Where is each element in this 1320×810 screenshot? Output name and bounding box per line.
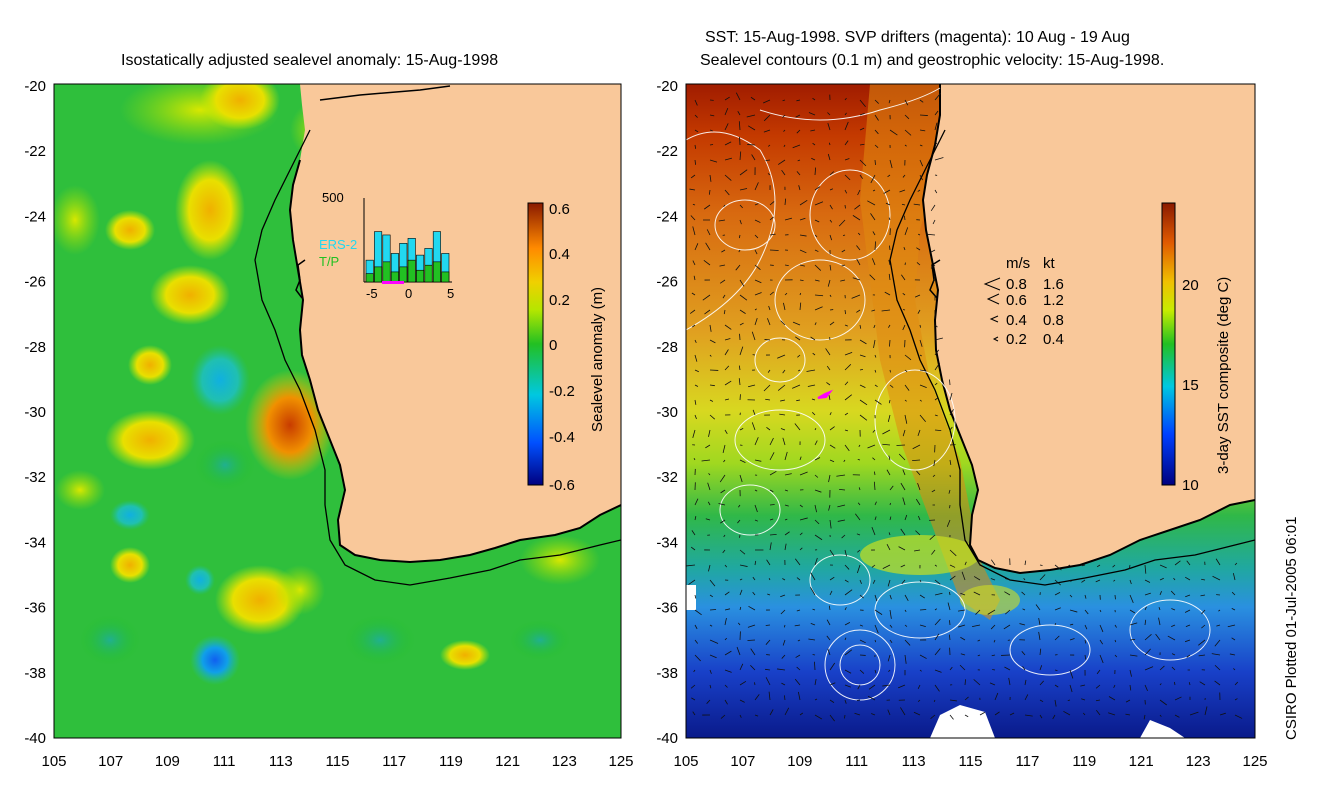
sla-colorbar: 0.6 0.4 0.2 0 -0.2 -0.4 -0.6 Sealevel an… <box>527 201 606 494</box>
sst-colorbar: 20 15 10 3-day SST composite (deg C) <box>1161 202 1232 494</box>
right-map-lon-tick: 119 <box>1072 753 1096 770</box>
left-map-lon-tick: 125 <box>608 753 633 770</box>
velocity-legend: m/s kt 0.8 1.6 0.6 1.2 0.4 0.8 0.2 0.4 <box>983 255 1064 348</box>
legend-kt-0.8: 0.8 <box>1043 312 1064 329</box>
right-map-lat-tick: -30 <box>656 404 678 421</box>
right-map-title-line2: Sealevel contours (0.1 m) and geostrophi… <box>700 52 1165 69</box>
inset-bar-tp <box>432 261 441 283</box>
right-map-lon-tick: 111 <box>845 753 868 770</box>
sst-tick-10: 10 <box>1182 477 1199 494</box>
left-map-lon-tick: 119 <box>439 753 463 770</box>
right-map-lat-tick: -40 <box>656 730 678 747</box>
legend-arrow-0.8-icon <box>983 277 1001 291</box>
right-map-lon-tick: 105 <box>673 753 698 770</box>
left-map-lon-tick: 117 <box>382 753 406 770</box>
right-map-lon-tick: 109 <box>787 753 812 770</box>
sst-tick-15: 15 <box>1182 377 1199 394</box>
right-map-lon-tick: 123 <box>1186 753 1211 770</box>
sla-tick-neg0.2: -0.2 <box>549 383 575 400</box>
right-map-lat-tick: -22 <box>656 143 678 160</box>
inset-legend-ers: ERS-2 <box>319 237 357 252</box>
inset-ymax-label: 500 <box>322 190 344 205</box>
left-map-title: Isostatically adjusted sealevel anomaly:… <box>121 52 499 69</box>
right-map-lat-tick: -32 <box>656 469 678 486</box>
left-map-lon-tick: 115 <box>326 753 350 770</box>
left-map-lon-tick: 123 <box>552 753 577 770</box>
left-map-lon-tick: 111 <box>213 753 236 770</box>
legend-kt-1.6: 1.6 <box>1043 276 1064 293</box>
left-map-lat-tick: -30 <box>24 404 46 421</box>
left-map-lat-tick: -36 <box>24 600 46 617</box>
left-map-lon-tick: 113 <box>269 753 293 770</box>
right-map-frame <box>685 83 1256 739</box>
sst-colorbar-label: 3-day SST composite (deg C) <box>1215 277 1232 474</box>
left-map-lon-tick: 109 <box>155 753 180 770</box>
legend-ms-0.6: 0.6 <box>1006 292 1027 309</box>
legend-ms-0.4: 0.4 <box>1006 312 1027 329</box>
right-map-lon-tick: 107 <box>730 753 755 770</box>
right-map-lon-tick: 121 <box>1129 753 1154 770</box>
inset-time-marker <box>382 281 404 284</box>
inset-bar-tp <box>441 271 450 283</box>
left-map-lat-tick: -28 <box>24 339 46 356</box>
sla-tick-0.6: 0.6 <box>549 201 570 218</box>
altimeter-inset-chart: 500 ERS-2 T/P -5 0 5 <box>319 190 454 301</box>
legend-arrow-0.2-icon <box>992 336 999 342</box>
sla-tick-neg0.6: -0.6 <box>549 477 575 494</box>
left-map-frame <box>53 83 622 739</box>
right-map-lat-tick: -24 <box>656 208 678 225</box>
right-map-lat-tick: -28 <box>656 339 678 356</box>
right-map-lon-tick: 125 <box>1242 753 1267 770</box>
inset-bar-tp <box>382 261 391 283</box>
inset-xtick-neg5: -5 <box>366 286 378 301</box>
legend-kt-1.2: 1.2 <box>1043 292 1064 309</box>
left-map-lon-tick: 121 <box>495 753 520 770</box>
sla-tick-neg0.4: -0.4 <box>549 429 575 446</box>
right-map-lat-tick: -26 <box>656 274 678 291</box>
sla-tick-0: 0 <box>549 337 557 354</box>
right-map-lon-tick: 115 <box>959 753 983 770</box>
inset-xtick-5: 5 <box>447 286 454 301</box>
legend-ms-0.8: 0.8 <box>1006 276 1027 293</box>
right-map-lat-tick: -36 <box>656 600 678 617</box>
inset-bar-tp <box>365 273 374 283</box>
sla-tick-0.4: 0.4 <box>549 246 570 263</box>
inset-bar-tp <box>390 271 399 283</box>
legend-ms-0.2: 0.2 <box>1006 331 1027 348</box>
right-map-lon-tick: 113 <box>902 753 926 770</box>
legend-header-kt: kt <box>1043 255 1056 272</box>
left-map-lat-tick: -20 <box>24 78 46 95</box>
sla-tick-0.2: 0.2 <box>549 292 570 309</box>
left-map-lat-tick: -32 <box>24 469 46 486</box>
inset-xtick-0: 0 <box>405 286 412 301</box>
right-map-lon-tick: 117 <box>1015 753 1039 770</box>
left-map-lon-tick: 107 <box>98 753 123 770</box>
inset-bar-tp <box>416 269 425 283</box>
legend-arrow-0.4-icon <box>989 315 999 323</box>
right-map-lat-tick: -20 <box>656 78 678 95</box>
inset-bar-tp <box>374 266 383 283</box>
inset-bar-tp <box>399 266 408 283</box>
left-map-lat-tick: -34 <box>24 534 46 551</box>
left-map-lat-tick: -26 <box>24 274 46 291</box>
inset-bar-tp <box>424 264 433 283</box>
legend-header-ms: m/s <box>1006 255 1030 272</box>
inset-legend-tp: T/P <box>319 254 339 269</box>
left-map-lat-tick: -40 <box>24 730 46 747</box>
left-map-lon-tick: 105 <box>41 753 66 770</box>
svp-drifter-track <box>817 389 834 399</box>
right-map-lat-tick: -38 <box>656 665 678 682</box>
right-map-title-line1: SST: 15-Aug-1998. SVP drifters (magenta)… <box>705 29 1130 46</box>
legend-arrow-0.6-icon <box>986 293 1000 305</box>
sst-tick-20: 20 <box>1182 277 1199 294</box>
left-map-lat-tick: -38 <box>24 665 46 682</box>
left-map-lat-tick: -22 <box>24 143 46 160</box>
left-map-lat-tick: -24 <box>24 208 46 225</box>
legend-kt-0.4: 0.4 <box>1043 331 1064 348</box>
plot-credit: CSIRO Plotted 01-Jul-2005 06:01 <box>1283 517 1300 740</box>
right-map-lat-tick: -34 <box>656 534 678 551</box>
inset-bar-tp <box>407 259 416 283</box>
sla-colorbar-label: Sealevel anomaly (m) <box>589 287 606 432</box>
